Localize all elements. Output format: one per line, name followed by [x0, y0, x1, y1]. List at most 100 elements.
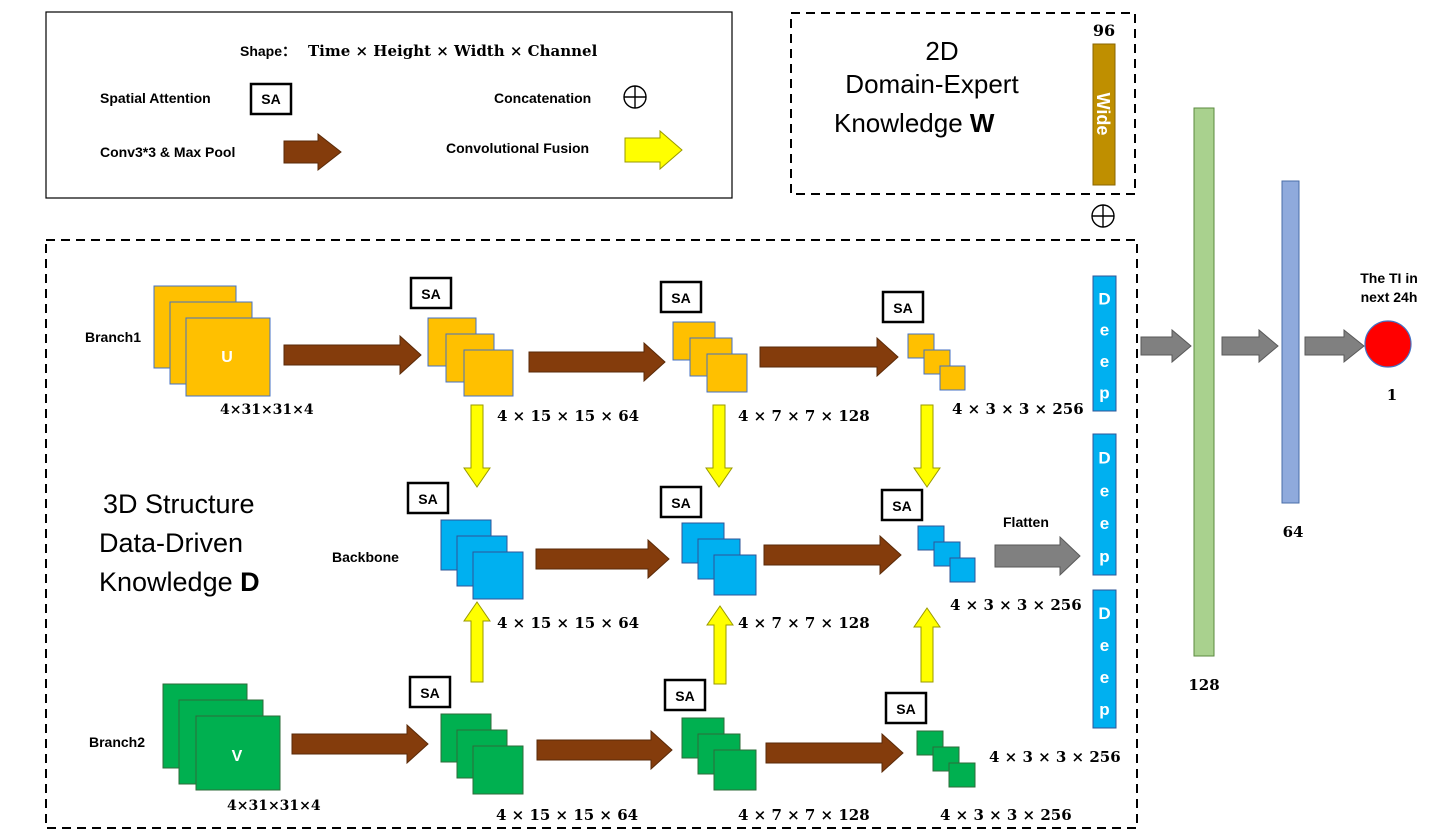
svg-text:SA: SA	[420, 685, 439, 701]
legend-fusion-arrow-icon	[624, 129, 683, 171]
legend-shape-label: Shape：	[240, 43, 296, 59]
dim-backbone-s2: 4 × 7 × 7 × 128	[738, 614, 870, 632]
struct-line3: Knowledge D	[99, 567, 260, 597]
dim-branch1-s1: 4 × 15 × 15 × 64	[497, 407, 639, 425]
flatten-arrow	[994, 535, 1081, 577]
conv-arrow-branch2-3	[765, 732, 904, 774]
struct-line2: Data-Driven	[99, 528, 243, 558]
wide-dashed-box	[790, 12, 1136, 195]
fusion-up-2	[706, 605, 734, 685]
sa-branch2-stage3: SA	[884, 691, 928, 725]
wide-bar	[1092, 43, 1116, 186]
wide-knowledge-box: 2D Domain-Expert Knowledge W 96 Wide	[790, 12, 1136, 195]
legend-box	[45, 11, 733, 199]
concat-icon	[1091, 204, 1115, 228]
branch2-stage1-stack	[440, 713, 524, 795]
dim-branch1-s3: 4 × 3 × 3 × 256	[952, 400, 1084, 418]
dim-branch2-s3-bottom: 4 × 3 × 3 × 256	[940, 806, 1072, 824]
label-branch2: Branch2	[89, 734, 145, 750]
sa-branch2-stage1: SA	[408, 675, 452, 709]
dim-branch1-s2: 4 × 7 × 7 × 128	[738, 407, 870, 425]
dim-backbone-s1: 4 × 15 × 15 × 64	[497, 614, 639, 632]
sa-branch1-stage1: SA	[409, 276, 453, 310]
dense-64-bar	[1281, 180, 1300, 504]
svg-text:SA: SA	[671, 290, 690, 306]
legend-concatenation: Concatenation	[494, 90, 591, 106]
wide-bar-size: 96	[1093, 21, 1115, 40]
fusion-arrows	[463, 404, 941, 685]
svg-text:SA: SA	[893, 300, 912, 316]
wide-title-line3: Knowledge W	[834, 108, 995, 138]
fusion-up-3	[913, 607, 941, 683]
flatten-label: Flatten	[1003, 514, 1049, 530]
dense-64-label: 64	[1283, 523, 1304, 541]
legend-conv-fusion: Convolutional Fusion	[446, 140, 589, 156]
sa-branch1-stage2: SA	[659, 280, 703, 314]
branch1-stage1-stack	[427, 317, 514, 397]
dim-branch2-s2: 4 × 7 × 7 × 128	[738, 806, 870, 824]
wide-bar-label: Wide	[1093, 93, 1113, 136]
legend-sa-text: SA	[261, 91, 280, 107]
svg-text:SA: SA	[418, 491, 437, 507]
sa-branch2-stage2: SA	[663, 678, 707, 712]
svg-text:SA: SA	[896, 701, 915, 717]
dense-128-label: 128	[1188, 676, 1219, 694]
legend: Shape： Time × Height × Width × Channel S…	[45, 11, 733, 199]
svg-text:SA: SA	[892, 498, 911, 514]
fusion-up-1	[463, 601, 491, 683]
sa-boxes: SA SA SA SA SA SA SA SA SA	[406, 276, 928, 725]
branch1-stage3-stack	[907, 333, 966, 391]
branch2-input-stack: V	[162, 683, 281, 791]
sa-branch1-stage3: SA	[881, 290, 925, 324]
sa-backbone-stage1: SA	[406, 481, 450, 515]
arrow-to-dense128	[1140, 328, 1192, 364]
branch2-stage2-stack	[681, 717, 757, 791]
output-node	[1364, 320, 1412, 368]
legend-concat-icon	[623, 85, 647, 109]
legend-conv-pool: Conv3*3 & Max Pool	[100, 144, 235, 160]
dim-branch2-input: 4×31×31×4	[227, 798, 321, 814]
label-backbone: Backbone	[332, 549, 399, 565]
dense-128-bar	[1193, 107, 1215, 657]
dim-branch2-s1: 4 × 15 × 15 × 64	[496, 806, 638, 824]
conv-arrow-backbone-1	[535, 538, 670, 580]
conv-arrow-branch2-1	[291, 723, 429, 765]
branch1-stage2-stack	[672, 321, 748, 393]
branch1-input-stack: U	[153, 285, 271, 397]
svg-text:SA: SA	[675, 688, 694, 704]
backbone-stage3-stack	[917, 525, 976, 583]
arrow-to-output	[1304, 328, 1365, 364]
output-label-line1: The TI in	[1360, 270, 1418, 286]
backbone-stage1-stack	[440, 519, 524, 600]
dim-branch1-input: 4×31×31×4	[220, 402, 314, 418]
sa-backbone-stage2: SA	[659, 485, 703, 519]
fusion-down-2	[705, 404, 733, 488]
backbone-stage2-stack	[681, 522, 757, 596]
legend-shape-dims: Time × Height × Width × Channel	[308, 42, 598, 60]
input-v-label: V	[232, 748, 243, 765]
svg-text:SA: SA	[671, 495, 690, 511]
conv-arrows	[283, 334, 904, 774]
struct-line1: 3D Structure	[103, 489, 255, 519]
dim-branch2-s3-right: 4 × 3 × 3 × 256	[989, 748, 1121, 766]
branch2-stage3-stack	[916, 730, 976, 788]
stage-dims: 4 × 15 × 15 × 64 4 × 7 × 7 × 128 4 × 3 ×…	[496, 400, 1121, 824]
output-label-line2: next 24h	[1361, 289, 1418, 305]
legend-conv-arrow-icon	[283, 132, 342, 172]
legend-spatial-attention: Spatial Attention	[100, 90, 211, 106]
dim-backbone-s3: 4 × 3 × 3 × 256	[950, 596, 1082, 614]
conv-arrow-backbone-2	[763, 534, 902, 576]
fusion-down-3	[913, 404, 941, 488]
arrow-to-dense64	[1221, 328, 1279, 364]
fusion-down-1	[463, 404, 491, 488]
sa-backbone-stage3: SA	[880, 488, 924, 522]
legend-sa-box	[249, 82, 293, 116]
input-u-label: U	[221, 349, 233, 366]
wide-title-line2: Domain-Expert	[845, 69, 1019, 99]
wide-title-line1: 2D	[925, 36, 958, 66]
